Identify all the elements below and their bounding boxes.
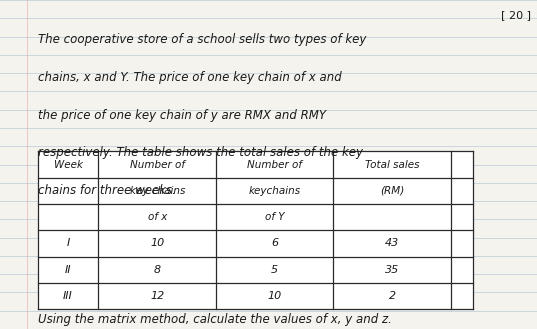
Text: Week: Week [54, 160, 83, 169]
Text: I: I [67, 239, 70, 248]
Text: [ 20 ]: [ 20 ] [500, 10, 531, 20]
Text: respectively. The table shows the total sales of the key: respectively. The table shows the total … [38, 146, 362, 160]
Text: Using the matrix method, calculate the values of x, y and z.: Using the matrix method, calculate the v… [38, 313, 391, 326]
Bar [38, 151, 473, 309]
Text: Total sales: Total sales [365, 160, 419, 169]
Text: chains, x and Y. The price of one key chain of x and: chains, x and Y. The price of one key ch… [38, 71, 342, 84]
Text: 10: 10 [267, 291, 282, 301]
Text: (RM): (RM) [380, 186, 404, 196]
Text: 8: 8 [154, 265, 161, 275]
Text: II: II [65, 265, 71, 275]
Text: 43: 43 [385, 239, 399, 248]
Text: key chains: key chains [129, 186, 185, 196]
Text: chains for three weeks.: chains for three weeks. [38, 184, 176, 197]
Text: 6: 6 [271, 239, 278, 248]
Text: The cooperative store of a school sells two types of key: The cooperative store of a school sells … [38, 33, 366, 46]
Text: of Y: of Y [265, 212, 285, 222]
Text: the price of one key chain of y are RMX and RMY: the price of one key chain of y are RMX … [38, 109, 325, 122]
Text: Number of: Number of [130, 160, 185, 169]
Text: of x: of x [148, 212, 167, 222]
Text: Number of: Number of [247, 160, 302, 169]
Text: keychains: keychains [249, 186, 301, 196]
Text: 35: 35 [385, 265, 399, 275]
Text: 12: 12 [150, 291, 164, 301]
Text: 5: 5 [271, 265, 278, 275]
Text: III: III [63, 291, 73, 301]
Text: 2: 2 [389, 291, 396, 301]
Text: 10: 10 [150, 239, 164, 248]
